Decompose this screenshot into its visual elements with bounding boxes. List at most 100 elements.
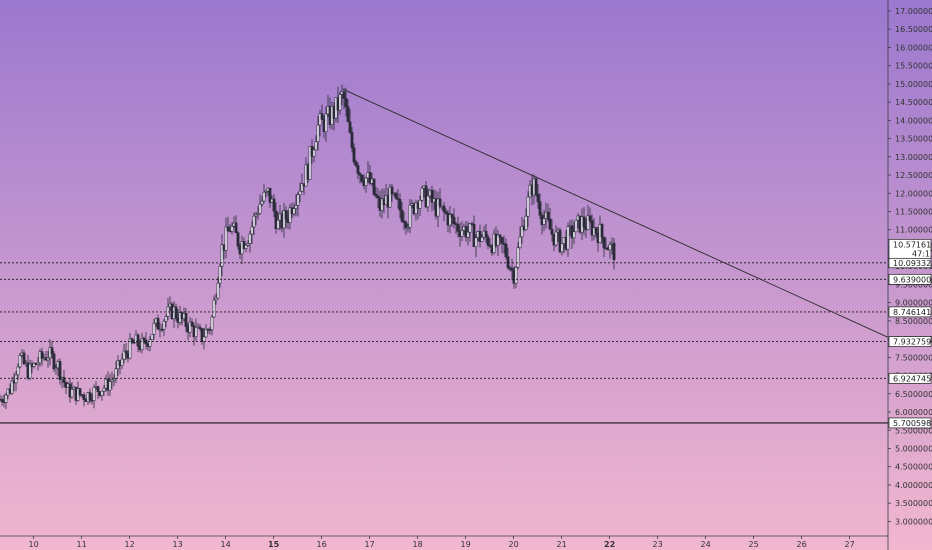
candle	[442, 202, 446, 222]
trendlines	[343, 88, 889, 338]
candle-body	[256, 213, 260, 216]
candle	[560, 243, 564, 256]
time-tick-label: 27	[845, 540, 855, 549]
candle-body	[442, 205, 446, 212]
horizontal-levels	[0, 262, 888, 424]
price-tick-label: 11.50000000	[895, 207, 932, 216]
candle-body	[546, 211, 550, 220]
candle	[262, 184, 266, 204]
candle-body	[586, 215, 590, 231]
candle-body	[262, 191, 266, 202]
candle	[600, 222, 604, 244]
candle	[50, 341, 54, 359]
candle	[214, 293, 218, 305]
candle-body	[160, 328, 164, 331]
candle	[198, 323, 202, 331]
candle	[496, 229, 500, 257]
candle	[396, 188, 400, 209]
candle	[546, 203, 550, 222]
candle	[404, 220, 408, 235]
candle-body	[156, 318, 160, 330]
candle	[314, 135, 318, 151]
candle-body	[558, 229, 562, 253]
candle	[254, 211, 258, 225]
candle-body	[582, 216, 586, 228]
candle	[142, 336, 146, 344]
price-tick-label: 13.00000000	[895, 153, 932, 162]
candle-body	[346, 106, 350, 122]
candle-body	[438, 198, 442, 207]
candle-body	[488, 244, 492, 247]
candle-body	[224, 226, 228, 251]
candle-body	[52, 353, 56, 370]
candle-body	[456, 224, 460, 232]
candle	[288, 203, 292, 230]
price-tick-label: 9.00000000	[895, 299, 932, 308]
price-tick-label: 15.00000000	[895, 80, 932, 89]
candle	[250, 221, 254, 244]
candle	[58, 358, 62, 385]
level-price-box	[888, 417, 932, 429]
candle-body	[516, 247, 520, 268]
price-tick-label: 5.00000000	[895, 444, 932, 453]
candle-body	[260, 200, 264, 205]
candle-body	[498, 234, 502, 238]
candle-body	[4, 394, 8, 403]
time-tick-label: 22	[604, 540, 615, 549]
candle-body	[274, 210, 278, 230]
candle-body	[202, 336, 206, 342]
candle-body	[244, 244, 248, 249]
price-tick-label: 12.50000000	[895, 171, 932, 180]
candle	[452, 208, 456, 229]
candle-body	[16, 366, 20, 376]
level-price-label: 6.92474519	[893, 374, 932, 383]
candle-body	[452, 216, 456, 224]
candle	[102, 384, 106, 396]
price-axis[interactable]: 3.00000000 3.50000000 4.00000000 4.50000000…	[887, 0, 932, 550]
candle-body	[248, 233, 252, 244]
candle	[464, 220, 468, 242]
candle	[360, 174, 364, 184]
candle-body	[234, 222, 238, 234]
candle-body	[298, 190, 302, 196]
candle	[88, 388, 92, 404]
price-tick-label: 6.50000000	[895, 390, 932, 399]
candle	[110, 371, 114, 390]
candle	[342, 87, 346, 110]
candle-body	[140, 337, 144, 351]
candle	[204, 324, 208, 338]
candle	[364, 177, 368, 193]
candle	[548, 208, 552, 230]
candle-body	[50, 347, 54, 355]
candle-body	[258, 203, 262, 214]
candle-body	[430, 190, 434, 203]
candle	[574, 219, 578, 233]
time-tick-label: 15	[268, 540, 280, 549]
candles	[0, 84, 616, 409]
candle	[554, 225, 558, 248]
candle	[296, 191, 300, 217]
candle	[236, 231, 240, 250]
candle	[572, 221, 576, 245]
candle-body	[152, 322, 156, 335]
candle-body	[454, 223, 458, 225]
candle	[100, 390, 104, 401]
descending-trendline[interactable]	[343, 88, 889, 338]
candle-body	[426, 195, 430, 208]
candle-body	[478, 231, 482, 242]
price-tick-label: 16.50000000	[895, 25, 932, 34]
candle-body	[96, 386, 100, 393]
candle-body	[130, 338, 134, 343]
candle	[506, 247, 510, 271]
candle-body	[88, 392, 92, 401]
candle	[260, 196, 264, 207]
candle-body	[554, 231, 558, 246]
candle	[538, 193, 542, 220]
candle-body	[496, 234, 500, 246]
candle-body	[534, 178, 538, 195]
candle-body	[250, 226, 254, 235]
candle-body	[212, 299, 216, 318]
time-axis[interactable]: 10 11 12 13 14 15 16 17 18 19 20 21 22 23 24 25 26 27	[0, 535, 888, 549]
candle	[450, 213, 454, 227]
